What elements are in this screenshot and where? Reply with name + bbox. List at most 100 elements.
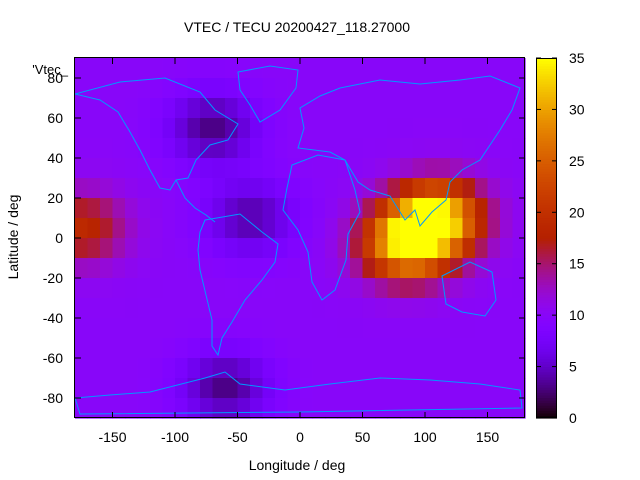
x-axis-ticks: -150 -100 -50 0 50 100 150: [98, 58, 499, 445]
heatmap-cell: [462, 238, 476, 259]
heatmap-cell: [137, 58, 151, 79]
heatmap-cell: [425, 178, 439, 199]
heatmap-cell: [275, 138, 289, 159]
x-axis-label: Longitude / deg: [249, 457, 346, 473]
heatmap-cell: [162, 298, 176, 319]
heatmap-cell: [150, 358, 164, 379]
heatmap-cell: [487, 118, 501, 139]
heatmap-cell: [225, 118, 239, 139]
heatmap-cell: [100, 78, 114, 99]
colorbar-segment: [536, 297, 557, 301]
heatmap-cell: [425, 398, 439, 419]
heatmap-cell: [487, 98, 501, 119]
x-tick-label: 50: [355, 429, 371, 445]
heatmap-cell: [237, 398, 251, 419]
heatmap-cell: [225, 158, 239, 179]
heatmap-cell: [137, 358, 151, 379]
heatmap-cell: [250, 378, 264, 399]
heatmap-cell: [175, 358, 189, 379]
colorbar-segment: [536, 173, 557, 177]
heatmap-cell: [362, 138, 376, 159]
heatmap-cell: [237, 338, 251, 359]
colorbar-segment: [536, 153, 557, 157]
colorbar-segment: [536, 240, 557, 244]
heatmap-cell: [275, 158, 289, 179]
heatmap-cell: [350, 98, 364, 119]
heatmap-cell: [112, 118, 126, 139]
heatmap-cell: [387, 258, 401, 279]
heatmap-cell: [187, 98, 201, 119]
heatmap-cell: [200, 338, 214, 359]
heatmap-cell: [500, 218, 514, 239]
colorbar-segment: [536, 91, 557, 95]
heatmap-cell: [162, 398, 176, 419]
heatmap-cell: [400, 58, 414, 79]
heatmap-cell: [512, 278, 526, 299]
heatmap-cell: [312, 218, 326, 239]
colorbar-segment: [536, 374, 557, 378]
colorbar-segment: [536, 230, 557, 234]
y-tick-label: 20: [47, 190, 63, 206]
heatmap-cell: [187, 58, 201, 79]
heatmap-cell: [475, 118, 489, 139]
heatmap-cell: [400, 118, 414, 139]
heatmap-cell: [400, 98, 414, 119]
colorbar-tick-label: 20: [569, 204, 585, 220]
heatmap-cell: [100, 258, 114, 279]
heatmap-cell: [400, 298, 414, 319]
heatmap-cell: [262, 58, 276, 79]
colorbar-segment: [536, 268, 557, 273]
heatmap-cell: [200, 398, 214, 419]
heatmap-cell: [137, 138, 151, 159]
heatmap-cell: [400, 318, 414, 339]
heatmap-cell: [175, 218, 189, 239]
heatmap-cell: [375, 278, 389, 299]
colorbar-segment: [536, 400, 557, 404]
heatmap-cell: [350, 358, 364, 379]
heatmap-cell: [337, 358, 351, 379]
colorbar-segment: [536, 369, 557, 373]
heatmap-cell: [150, 158, 164, 179]
heatmap-cell: [412, 138, 426, 159]
colorbar-segment: [536, 330, 557, 334]
heatmap-cell: [337, 178, 351, 199]
heatmap-cell: [87, 58, 101, 79]
heatmap-cell: [150, 98, 164, 119]
heatmap-cell: [287, 98, 301, 119]
heatmap-cell: [87, 398, 101, 419]
heatmap-cell: [287, 118, 301, 139]
heatmap-cell: [337, 258, 351, 279]
heatmap-cell: [250, 298, 264, 319]
heatmap-cell: [325, 258, 339, 279]
heatmap-cell: [337, 298, 351, 319]
heatmap-cell: [75, 178, 89, 199]
heatmap-cell: [137, 258, 151, 279]
heatmap-cell: [337, 238, 351, 259]
colorbar-tick-label: 10: [569, 307, 585, 323]
heatmap-cell: [475, 378, 489, 399]
heatmap-cell: [312, 258, 326, 279]
heatmap-cell: [137, 198, 151, 219]
heatmap-cell: [100, 118, 114, 139]
heatmap-cell: [100, 278, 114, 299]
heatmap-cell: [350, 238, 364, 259]
heatmap-cell: [325, 238, 339, 259]
heatmap-cell: [325, 298, 339, 319]
heatmap-cell: [350, 118, 364, 139]
heatmap-cell: [100, 358, 114, 379]
colorbar-segment: [536, 266, 557, 270]
colorbar-segment: [536, 199, 557, 203]
colorbar-segment: [536, 387, 557, 391]
heatmap-cell: [212, 358, 226, 379]
heatmap-cell: [175, 118, 189, 139]
colorbar-tick-label: 5: [569, 359, 577, 375]
heatmap-cell: [312, 98, 326, 119]
heatmap-cell: [375, 118, 389, 139]
heatmap-cell: [412, 298, 426, 319]
heatmap-cell: [187, 178, 201, 199]
heatmap-cell: [350, 258, 364, 279]
colorbar-segment: [536, 94, 557, 98]
heatmap-cell: [312, 198, 326, 219]
heatmap-cell: [112, 138, 126, 159]
